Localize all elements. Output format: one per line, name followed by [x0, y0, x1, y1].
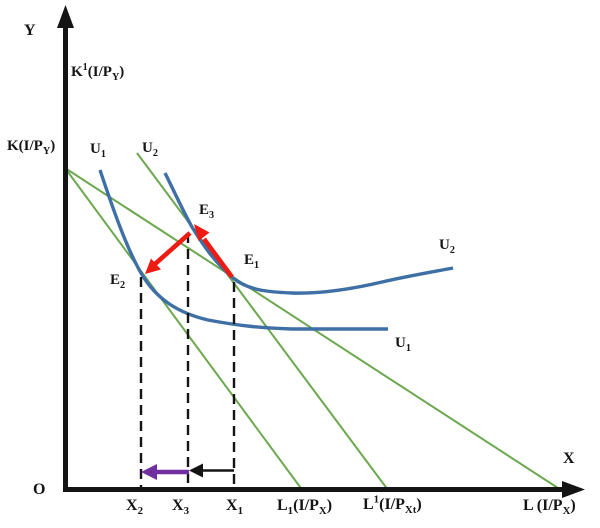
e1-point-label: E1 [244, 252, 260, 271]
y-axis-arrowhead-icon [57, 5, 74, 28]
arrow-e1-to-e3-shaft [202, 237, 234, 279]
e3-point-label: E3 [199, 202, 215, 221]
y-intercept-compensated-label: K1(I/PY) [71, 62, 125, 83]
u1-upper-label: U1 [90, 141, 106, 160]
arrow-e3-to-e2-head-icon [145, 258, 161, 274]
x-axis-label: X [563, 450, 575, 467]
indifference-curve-u1 [98, 169, 388, 331]
x-axis-arrowhead-icon [562, 481, 585, 498]
arrow-x3-to-x2-head-icon [141, 464, 157, 480]
x3-tick-label: X3 [172, 497, 189, 518]
e2-point-label: E2 [110, 272, 126, 291]
u2-upper-label: U2 [142, 140, 158, 159]
y-intercept-label: K(I/PY) [7, 138, 56, 157]
x1-tick-label: X1 [226, 497, 243, 518]
arrow-x1-to-x3-head-icon [189, 463, 203, 478]
x-intercept-new-label: L1(I/PX) [277, 497, 333, 518]
x2-tick-label: X2 [126, 497, 143, 518]
x-intercept-compensated-label: L1(I/PXt) [363, 493, 422, 517]
y-axis-label: Y [24, 22, 36, 39]
budget-line-compensated [136, 152, 389, 491]
budget-line-new-price [64, 167, 304, 492]
u1-right-label: U1 [395, 335, 411, 354]
origin-label: O [33, 481, 46, 498]
x-intercept-original-label: L (I/PX) [523, 497, 576, 518]
indifference-curve-u2 [163, 172, 454, 295]
arrow-e1-to-e3-head-icon [194, 224, 210, 241]
u2-right-label: U2 [439, 237, 455, 256]
arrow-e3-to-e2-shaft [153, 231, 192, 266]
